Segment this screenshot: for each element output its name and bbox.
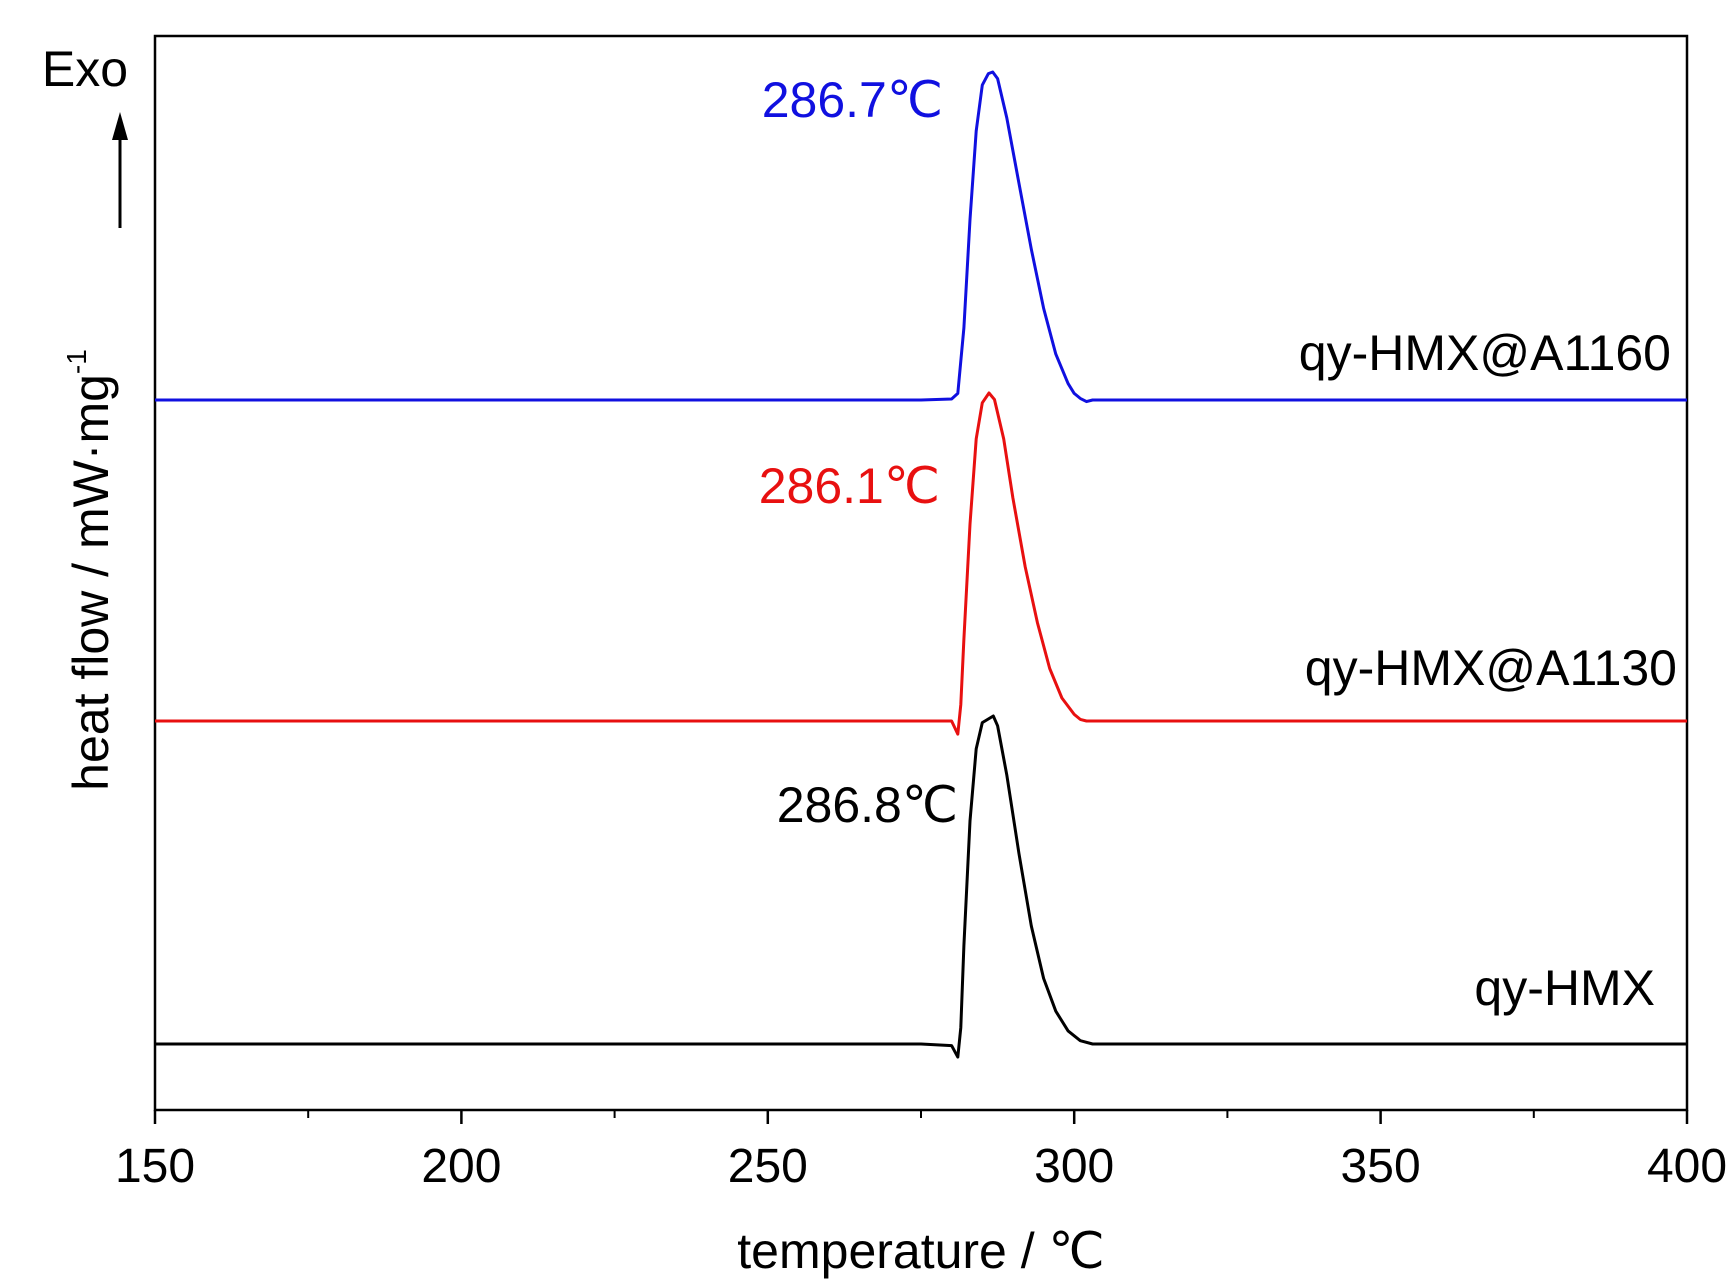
exo-label: Exo: [42, 41, 128, 97]
svg-text:heat flow / mW·mg-1: heat flow / mW·mg-1: [61, 349, 119, 791]
x-tick-label: 200: [421, 1140, 501, 1193]
peak-temperature-label: 286.1℃: [759, 458, 940, 514]
exo-arrow-head: [112, 112, 128, 140]
series-lines: [155, 70, 1687, 1059]
x-tick-label: 350: [1341, 1140, 1421, 1193]
series-line-qy-hmx: [155, 714, 1687, 1059]
x-axis-tick-labels: 150 200 250 300 350 400: [115, 1140, 1727, 1193]
y-axis-title-superscript: -1: [61, 349, 92, 374]
series-line-qy-hmx-a1160: [155, 70, 1687, 404]
peak-temperature-label: 286.8℃: [777, 777, 958, 833]
x-axis-ticks: [153, 1110, 1689, 1124]
series-name-label: qy-HMX@A1130: [1305, 640, 1677, 696]
peak-temperature-label: 286.7℃: [762, 72, 943, 128]
series-name-label: qy-HMX: [1474, 960, 1655, 1016]
series-line-qy-hmx-a1130: [155, 391, 1687, 736]
plot-frame: [153, 34, 1689, 1112]
x-tick-label: 300: [1034, 1140, 1114, 1193]
series-name-label: qy-HMX@A1160: [1299, 325, 1671, 381]
y-axis-title-group: heat flow / mW·mg-1: [61, 349, 119, 791]
x-tick-label: 150: [115, 1140, 195, 1193]
x-tick-label: 250: [728, 1140, 808, 1193]
x-axis-title: temperature / ℃: [737, 1223, 1104, 1279]
y-axis-title: heat flow / mW·mg: [63, 374, 119, 791]
x-tick-label: 400: [1647, 1140, 1727, 1193]
series-labels: qy-HMX@A1160 286.7℃ qy-HMX@A1130 286.1℃ qy-H…: [759, 72, 1677, 1016]
